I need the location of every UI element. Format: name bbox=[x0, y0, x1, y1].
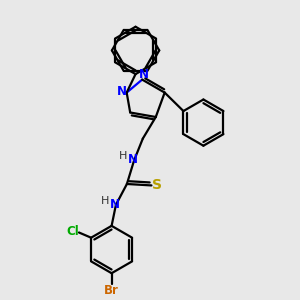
Text: N: N bbox=[110, 198, 119, 211]
Text: N: N bbox=[128, 153, 138, 166]
Text: H: H bbox=[101, 196, 109, 206]
Text: N: N bbox=[139, 68, 148, 81]
Text: S: S bbox=[152, 178, 162, 192]
Text: Br: Br bbox=[104, 284, 119, 297]
Text: H: H bbox=[119, 151, 127, 161]
Text: N: N bbox=[116, 85, 127, 98]
Text: Cl: Cl bbox=[66, 225, 79, 238]
